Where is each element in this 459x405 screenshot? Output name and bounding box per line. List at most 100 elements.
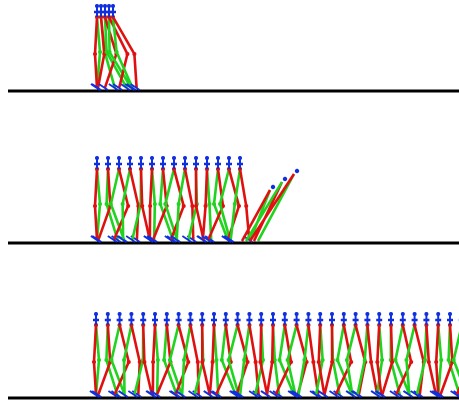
joint xyxy=(427,360,431,364)
joint xyxy=(97,358,101,362)
joint xyxy=(104,358,108,362)
joint xyxy=(369,360,373,364)
head xyxy=(172,156,176,160)
leg xyxy=(94,325,96,395)
joint xyxy=(447,358,451,362)
head xyxy=(118,312,122,316)
joint xyxy=(423,358,427,362)
joint xyxy=(148,204,152,208)
walking-figure xyxy=(0,0,459,405)
joint xyxy=(115,50,119,54)
joint xyxy=(182,358,186,362)
leg xyxy=(131,325,139,395)
joint xyxy=(237,204,241,208)
head xyxy=(183,156,187,160)
head xyxy=(95,156,99,160)
head xyxy=(117,156,121,160)
joint xyxy=(321,358,325,362)
head xyxy=(106,312,110,316)
head xyxy=(188,312,192,316)
head xyxy=(153,312,157,316)
head xyxy=(224,312,228,316)
head xyxy=(295,312,299,316)
joint xyxy=(207,202,211,206)
head xyxy=(106,156,110,160)
joint xyxy=(246,360,250,364)
head xyxy=(283,312,287,316)
joint xyxy=(153,202,157,206)
head xyxy=(111,4,115,8)
stick-figure xyxy=(144,156,157,242)
joint xyxy=(434,360,438,364)
head xyxy=(205,156,209,160)
joint xyxy=(286,358,290,362)
head xyxy=(247,312,251,316)
joint xyxy=(345,358,349,362)
stick-figure xyxy=(108,312,130,397)
head xyxy=(107,4,111,8)
leg xyxy=(267,325,273,395)
leg xyxy=(143,325,152,395)
leg xyxy=(250,174,294,241)
joint xyxy=(214,358,218,362)
leg xyxy=(426,325,436,395)
head xyxy=(377,312,381,316)
joint xyxy=(109,202,113,206)
joint xyxy=(317,360,321,364)
head xyxy=(436,312,440,316)
head xyxy=(150,156,154,160)
head xyxy=(448,312,452,316)
stick-figure xyxy=(90,312,101,397)
joint xyxy=(439,358,443,362)
head xyxy=(165,312,169,316)
joint xyxy=(126,204,130,208)
falling-figure xyxy=(246,177,287,241)
joint xyxy=(311,360,315,364)
head xyxy=(99,4,103,8)
joint xyxy=(278,358,282,362)
head xyxy=(283,177,287,181)
joint xyxy=(227,358,231,362)
leg xyxy=(436,325,438,395)
joint xyxy=(204,204,208,208)
stick-figure xyxy=(403,312,425,397)
head xyxy=(129,312,133,316)
falling-figure xyxy=(250,169,299,241)
head xyxy=(236,312,240,316)
joint xyxy=(404,358,408,362)
joint xyxy=(125,52,129,56)
stick-figure xyxy=(168,312,190,397)
head xyxy=(354,312,358,316)
joint xyxy=(363,358,367,362)
head xyxy=(212,312,216,316)
joint xyxy=(349,360,353,364)
joint xyxy=(335,358,339,362)
joint xyxy=(254,360,258,364)
head xyxy=(141,312,145,316)
head xyxy=(200,312,204,316)
stick-figure xyxy=(371,312,384,397)
joint xyxy=(98,50,102,54)
joint xyxy=(105,202,109,206)
head xyxy=(271,312,275,316)
head xyxy=(95,4,99,8)
joint xyxy=(156,358,160,362)
head xyxy=(177,312,181,316)
joint xyxy=(177,202,181,206)
joint xyxy=(98,202,102,206)
leg xyxy=(210,325,214,395)
joint xyxy=(190,204,194,208)
joint xyxy=(211,360,215,364)
stick-figure xyxy=(218,156,241,242)
head xyxy=(259,312,263,316)
head xyxy=(342,312,346,316)
joint xyxy=(142,360,146,364)
head xyxy=(330,312,334,316)
joint xyxy=(244,204,248,208)
head xyxy=(94,312,98,316)
head xyxy=(238,156,242,160)
head xyxy=(413,312,417,316)
joint xyxy=(233,202,237,206)
joint xyxy=(108,50,112,54)
joint xyxy=(140,204,144,208)
